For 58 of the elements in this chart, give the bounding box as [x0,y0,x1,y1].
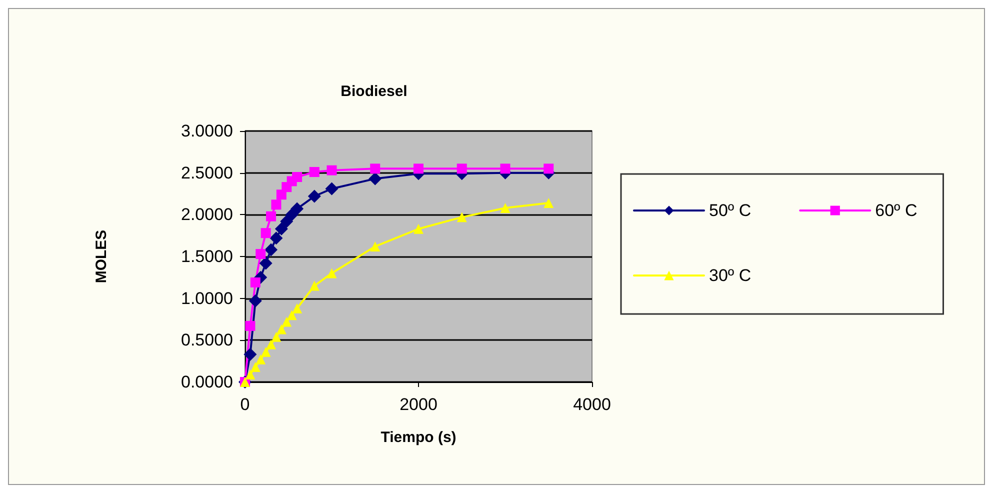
point [368,172,382,186]
y-tick-label: 3.0000 [181,122,233,140]
point [260,228,271,238]
point [270,232,283,245]
x-axis-title: Tiempo (s) [380,429,456,446]
point [370,241,380,252]
y-tick-label: 0.0000 [181,372,233,392]
point [250,362,260,372]
point [250,277,260,288]
y-tick-label: 0.5000 [181,330,233,350]
x-tick-label: 2000 [400,395,438,414]
point [256,354,266,364]
point [456,164,467,174]
point [544,198,554,208]
point [308,190,321,203]
point [244,348,257,361]
point [271,332,282,342]
point [414,224,424,234]
point [282,316,292,327]
point [245,320,256,331]
point [292,172,302,182]
point [326,165,337,176]
point [500,202,510,213]
legend-label: 30º C [709,266,752,285]
x-tick-label: 4000 [573,395,611,414]
point [276,324,286,334]
point [326,268,337,278]
point [290,202,304,216]
y-tick-label: 2.0000 [181,205,233,224]
y-tick-label: 1.5000 [181,247,233,266]
chart-title: Biodiesel [340,83,408,100]
point [309,166,320,177]
point [256,248,266,259]
y-tick-label: 1.0000 [181,288,233,308]
point [286,310,297,320]
legend-label: 60º C [875,201,918,220]
point [266,211,276,222]
point [292,303,302,314]
point [260,346,271,357]
point [280,214,294,228]
point [456,212,467,222]
x-tick-label: 0 [240,395,250,414]
point [500,164,510,174]
point [264,243,278,256]
point [245,369,256,380]
point [309,280,320,291]
point [271,200,282,210]
point [248,294,262,308]
y-tick-label: 2.5000 [181,163,233,182]
y-axis-title: MOLES [93,230,110,284]
point [274,222,288,236]
point [325,182,338,196]
legend-label: 50º C [709,201,752,220]
point [266,339,276,350]
point [259,256,272,270]
point [370,164,380,174]
point [544,164,554,174]
point [414,164,424,174]
